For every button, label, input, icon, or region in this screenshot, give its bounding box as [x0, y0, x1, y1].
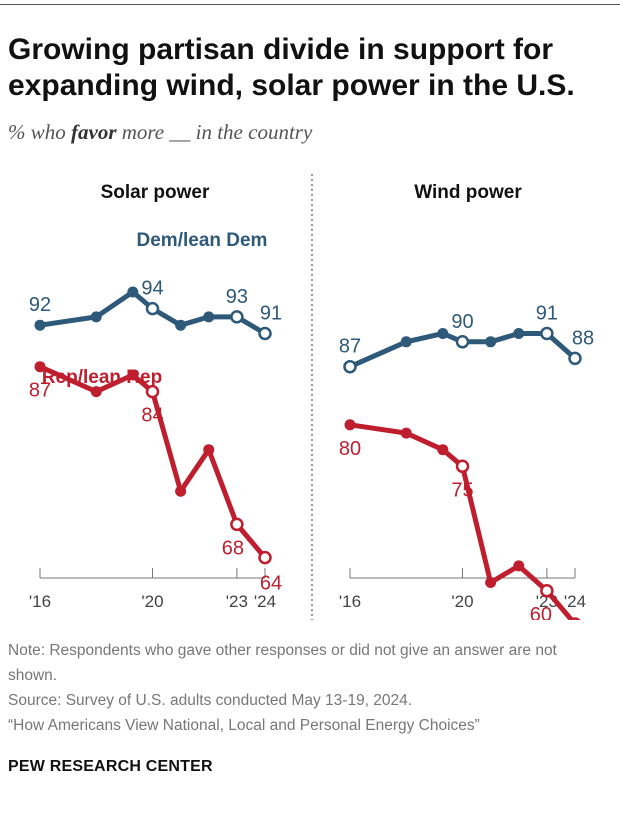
data-point [455, 459, 470, 474]
x-tick-label: '16 [29, 592, 51, 611]
data-point [485, 336, 497, 348]
data-point [485, 577, 497, 588]
data-label: 94 [141, 278, 163, 300]
data-point [540, 326, 554, 341]
x-tick-label: '24 [254, 592, 276, 611]
legend-dem: Dem/lean Dem [137, 230, 268, 251]
chart-title: Growing partisan divide in support for e… [8, 33, 575, 102]
data-label: 87 [339, 336, 361, 358]
data-point [343, 359, 357, 374]
panel-title: Wind power [414, 182, 522, 203]
data-point [34, 319, 46, 331]
data-label: 68 [222, 537, 244, 559]
data-point [400, 427, 412, 439]
footnote: Note: Respondents who gave other respons… [8, 638, 608, 738]
subtitle-prefix: % who [8, 120, 71, 144]
data-label: 91 [260, 303, 282, 325]
data-point [34, 361, 46, 373]
data-label: 60 [530, 604, 552, 620]
data-point [203, 311, 215, 323]
data-label: 87 [29, 380, 51, 402]
report-title: “How Americans View National, Local and … [8, 717, 480, 734]
data-label: 90 [451, 311, 473, 333]
data-label: 92 [29, 294, 51, 316]
x-tick-label: '23 [226, 592, 248, 611]
source-text: Source: Survey of U.S. adults conducted … [8, 692, 413, 709]
data-point [437, 328, 449, 339]
data-point [258, 550, 272, 565]
x-tick-label: '16 [339, 592, 361, 611]
top-rule [0, 4, 620, 5]
series-line-rep [37, 364, 268, 561]
data-point [569, 617, 581, 620]
data-label: 91 [536, 303, 558, 325]
data-point [203, 444, 215, 456]
x-tick-label: '20 [451, 592, 473, 611]
chart-area: Solar power '16 '20 '23 '24 92 94 93 91 87 84 68 64 D… [29, 174, 594, 620]
data-point [258, 326, 272, 341]
data-point [400, 336, 412, 348]
data-point [90, 311, 102, 323]
data-label: 75 [451, 479, 473, 501]
data-label: 84 [141, 405, 163, 427]
data-point [513, 560, 525, 572]
legend-rep: Rep/lean Rep [42, 367, 162, 388]
data-point [513, 328, 525, 339]
chart-subtitle: % who favor more __ in the country [8, 120, 312, 145]
data-point [90, 386, 102, 398]
subtitle-emphasis: favor [71, 120, 117, 144]
panel-title: Solar power [101, 182, 210, 203]
data-point [145, 384, 160, 399]
data-point [127, 286, 139, 298]
data-point [175, 485, 187, 497]
data-label: 80 [339, 438, 361, 460]
data-point [145, 301, 160, 316]
data-point [568, 351, 582, 366]
subtitle-suffix: more __ in the country [116, 120, 313, 144]
data-point [230, 310, 244, 324]
data-label: 64 [260, 573, 282, 595]
data-point [455, 335, 470, 349]
note-text: Note: Respondents who gave other respons… [8, 642, 557, 684]
data-point [175, 319, 187, 331]
data-point [127, 369, 139, 381]
pew-logo: PEW RESEARCH CENTER [8, 758, 213, 775]
data-label: 93 [226, 286, 248, 308]
data-point [540, 584, 554, 598]
data-label: 88 [572, 327, 594, 349]
x-tick-label: '20 [141, 592, 163, 611]
data-point [230, 517, 244, 532]
data-point [437, 444, 449, 456]
data-point [344, 419, 356, 431]
x-tick-label: '24 [564, 592, 586, 611]
